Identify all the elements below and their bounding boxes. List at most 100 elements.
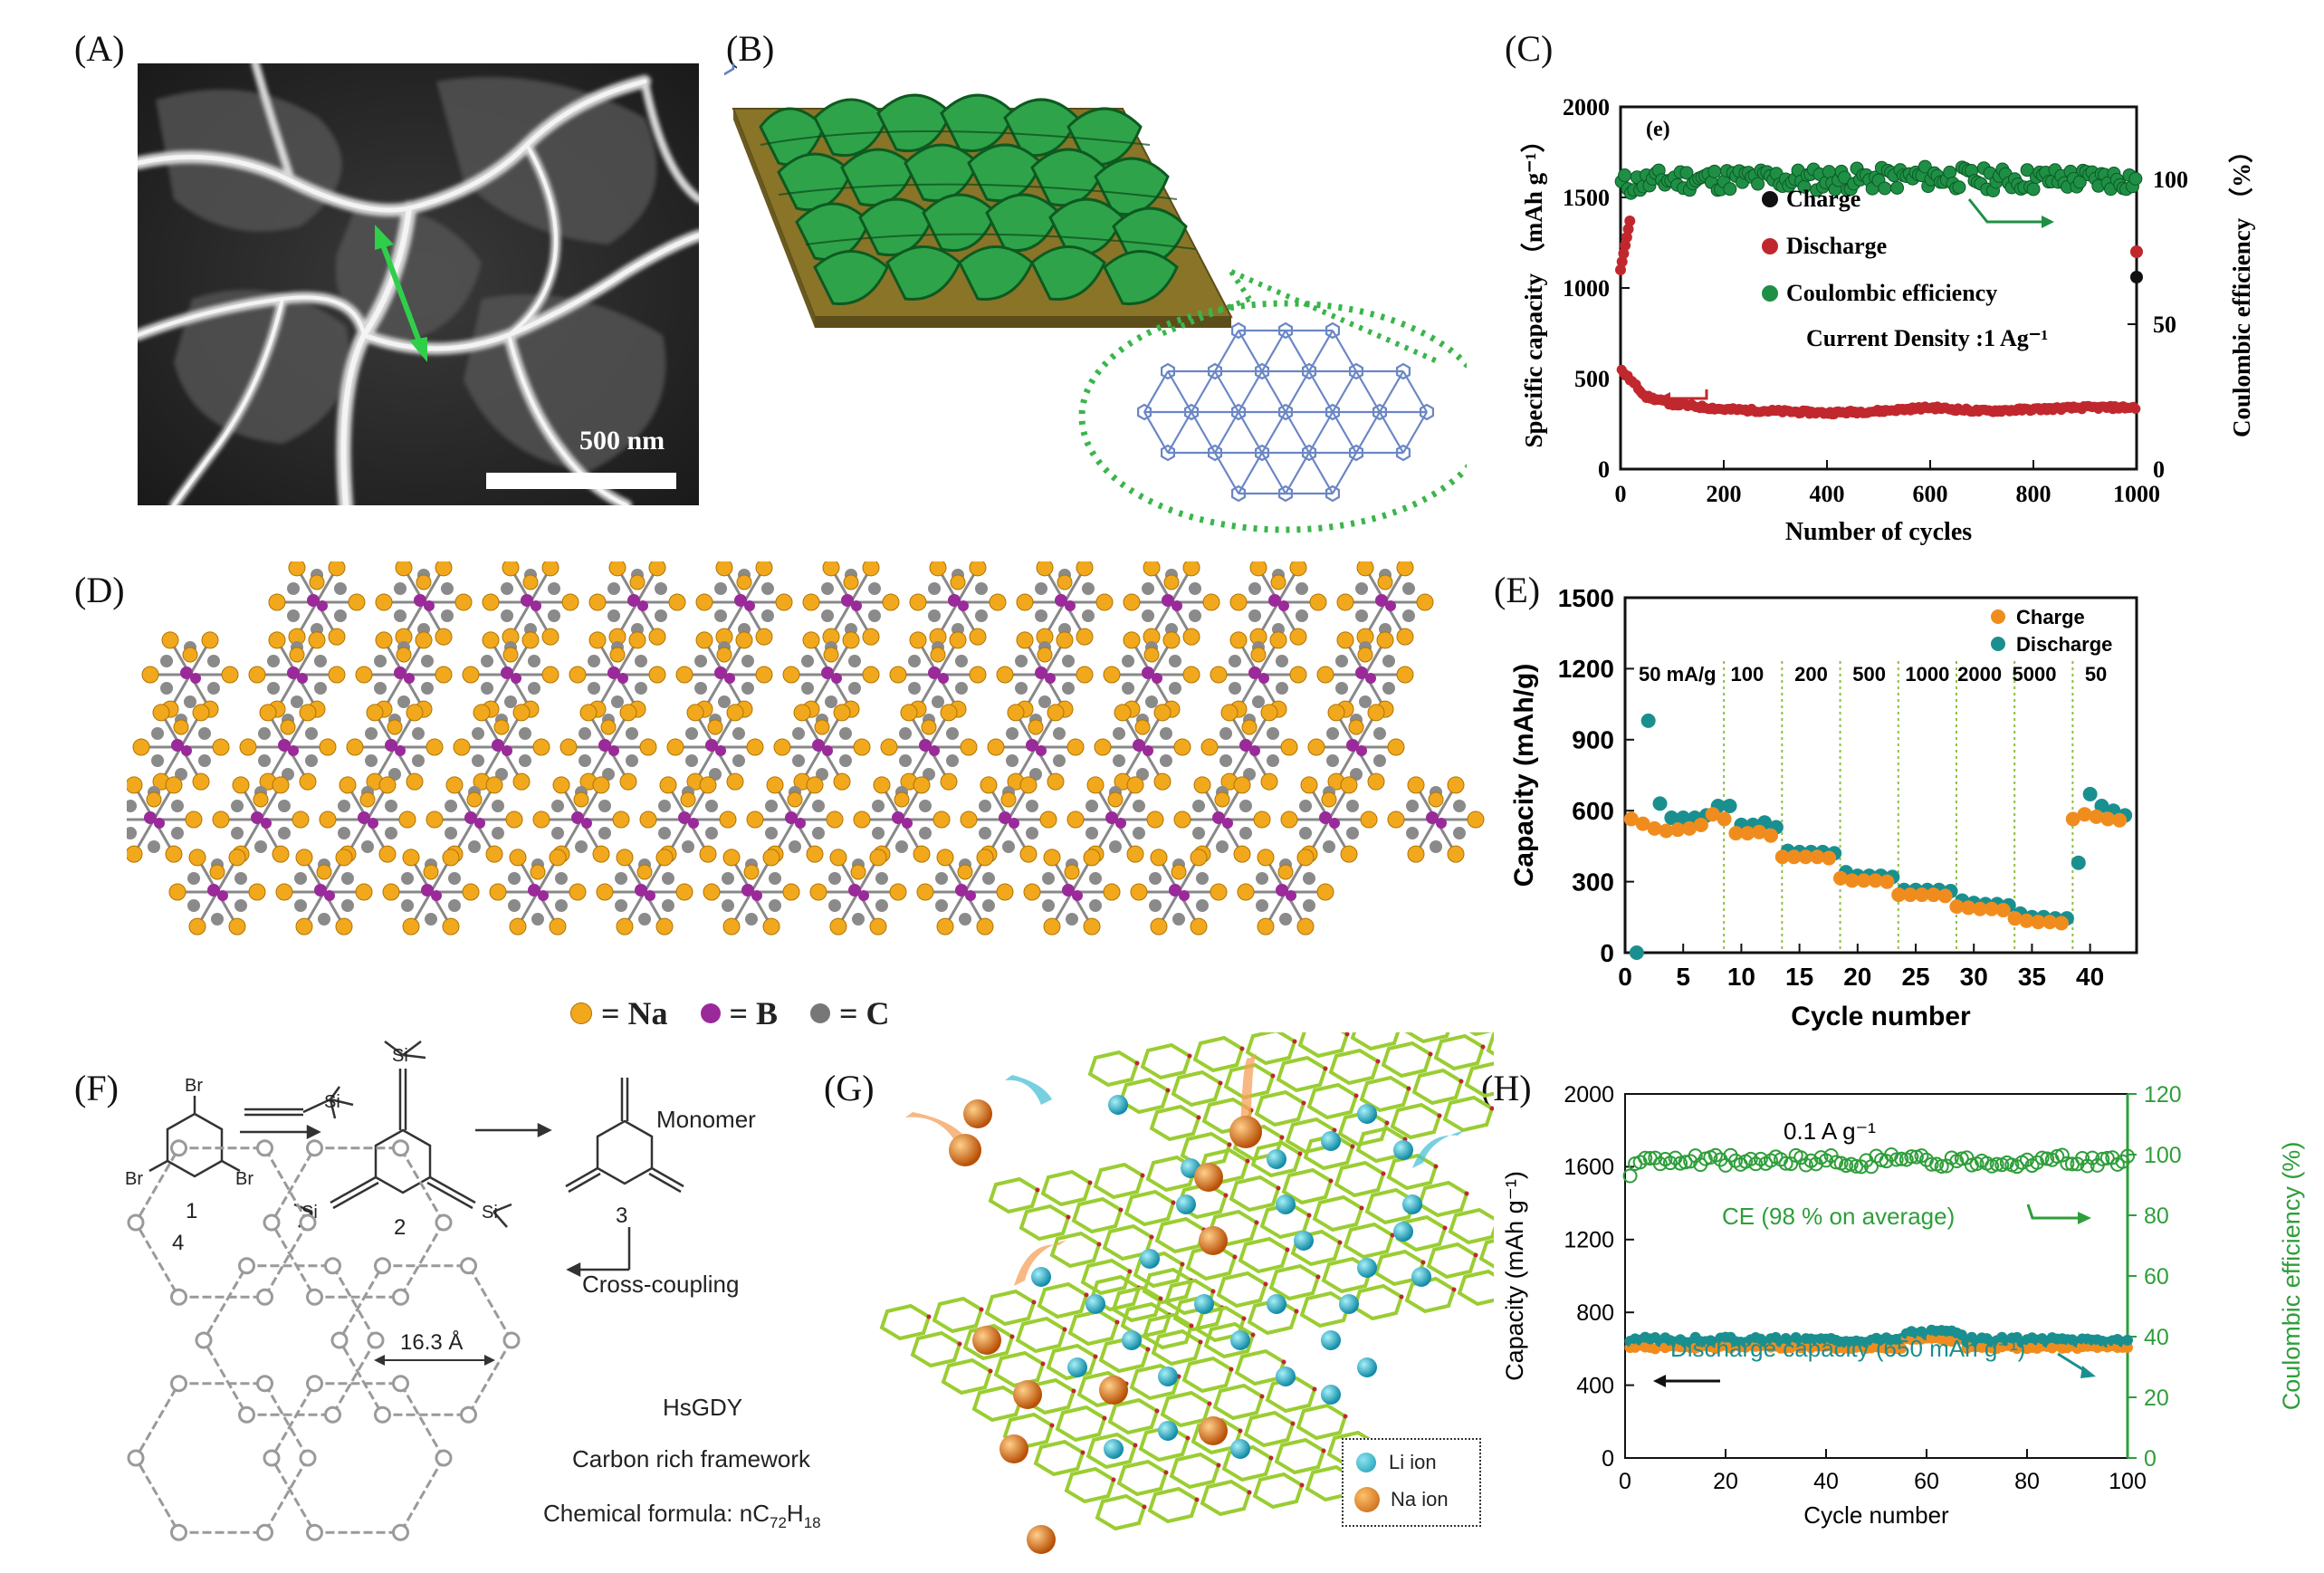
na-atom bbox=[387, 719, 403, 735]
na-atom bbox=[1036, 559, 1054, 577]
atom-node bbox=[1428, 1051, 1433, 1057]
charge-point bbox=[2112, 812, 2128, 828]
c-atom bbox=[491, 827, 504, 839]
atom-legend: = Na = B = C bbox=[570, 994, 890, 1032]
y-tick-label: 300 bbox=[1572, 868, 1614, 896]
na-atom bbox=[675, 883, 693, 901]
na-atom bbox=[1126, 845, 1144, 863]
c-atom bbox=[1159, 727, 1172, 740]
y-tick-label: 800 bbox=[1576, 1300, 1614, 1326]
na-atom bbox=[629, 574, 646, 590]
na-atom bbox=[221, 666, 239, 684]
na-ion bbox=[999, 1434, 1028, 1463]
diyne-link bbox=[1332, 452, 1357, 494]
atom-node bbox=[1245, 1158, 1250, 1164]
na-atom bbox=[826, 810, 844, 829]
atom-node bbox=[1299, 1482, 1305, 1488]
na-atom bbox=[552, 776, 570, 794]
c-atom bbox=[1229, 682, 1242, 695]
carborane-cluster bbox=[532, 776, 630, 863]
hex-cell bbox=[1046, 1343, 1098, 1381]
chart-e: 0 5 10 15 20 25 30 35 40 0 300 600 900 1200 1500 Cycle … bbox=[1498, 571, 2324, 1041]
b-atom bbox=[1239, 739, 1252, 752]
benzene-ring bbox=[1254, 444, 1270, 462]
c-atom bbox=[333, 582, 347, 595]
na-atom bbox=[1076, 666, 1094, 684]
c-atom bbox=[1159, 754, 1172, 767]
b-atom bbox=[1365, 673, 1376, 684]
carborane-cluster bbox=[319, 776, 416, 863]
c-atom bbox=[518, 754, 531, 767]
c-atom bbox=[551, 800, 565, 812]
atom-node bbox=[1187, 1053, 1192, 1059]
hex-cell bbox=[1118, 1077, 1171, 1115]
x-tick-label: 600 bbox=[1913, 481, 1948, 507]
b-atom bbox=[724, 673, 735, 684]
y2-axis-title: Coulombic efficiency (%) bbox=[2278, 1142, 2305, 1411]
na-atom bbox=[1057, 574, 1073, 590]
c-atom bbox=[472, 754, 485, 767]
b-atom bbox=[858, 890, 869, 901]
na-atom bbox=[426, 810, 444, 829]
c-atom bbox=[1168, 682, 1181, 695]
carborane-cluster bbox=[141, 631, 239, 718]
carborane-cluster bbox=[1123, 559, 1220, 646]
na-atom bbox=[1367, 704, 1385, 722]
carborane-cluster bbox=[1173, 776, 1271, 863]
na-atom bbox=[782, 666, 800, 684]
legend-label: Coulombic efficiency bbox=[1786, 280, 1997, 306]
formula-label: Chemical formula: nC72H18 bbox=[543, 1500, 821, 1531]
atom-node bbox=[1399, 1294, 1404, 1300]
na-atom bbox=[462, 883, 480, 901]
na-atom bbox=[735, 631, 753, 649]
b-atom bbox=[180, 667, 193, 679]
atom-node bbox=[1096, 1242, 1102, 1247]
atom-node bbox=[1480, 1044, 1486, 1050]
na-atom bbox=[541, 628, 559, 646]
c-atom bbox=[1085, 800, 1099, 812]
atom-node bbox=[1254, 1220, 1259, 1225]
hex-cell bbox=[1107, 1397, 1160, 1435]
discharge-point bbox=[1652, 796, 1668, 811]
na-atom bbox=[482, 631, 500, 649]
c-atom bbox=[211, 913, 224, 926]
c-atom bbox=[1149, 899, 1162, 912]
atom-node bbox=[1279, 1135, 1285, 1140]
na-atom bbox=[987, 738, 1005, 756]
c-atom bbox=[741, 682, 754, 695]
ion-legend: Li ion Na ion bbox=[1342, 1438, 1481, 1527]
discharge-point bbox=[1621, 232, 1632, 243]
legend-na-ion: Na ion bbox=[1391, 1488, 1449, 1511]
hex-cell bbox=[1002, 1412, 1055, 1450]
ce-arrow-head bbox=[2042, 216, 2054, 228]
li-ion bbox=[1108, 1095, 1128, 1115]
atom-node bbox=[1384, 1120, 1390, 1126]
b-atom bbox=[521, 594, 533, 607]
benzene-node bbox=[324, 1405, 341, 1424]
c-atom bbox=[654, 582, 667, 595]
na-atom bbox=[842, 631, 860, 649]
na-atom bbox=[930, 647, 946, 663]
charge-point bbox=[1891, 887, 1907, 903]
y2-axis-title: Coulombic efficiency （%） bbox=[2228, 139, 2255, 437]
b-atom bbox=[1385, 600, 1396, 611]
na-atom bbox=[960, 738, 978, 756]
na-atom bbox=[473, 704, 491, 722]
na-atom bbox=[699, 845, 717, 863]
na-atom bbox=[1150, 917, 1168, 935]
y-tick-label: 0 bbox=[1598, 456, 1610, 483]
c-atom bbox=[981, 899, 995, 912]
benzene-ring bbox=[1277, 484, 1294, 503]
na-atom bbox=[541, 559, 559, 577]
na-atom bbox=[396, 647, 412, 663]
c-atom bbox=[1081, 609, 1095, 622]
atom-node bbox=[1323, 1066, 1328, 1071]
diyne-link bbox=[1238, 370, 1263, 413]
na-atom bbox=[395, 559, 413, 577]
crystal-structure: = Na = B = C bbox=[105, 559, 1485, 1032]
br-left: Br bbox=[125, 1169, 143, 1189]
na-atom bbox=[592, 845, 610, 863]
c-atom bbox=[682, 840, 694, 853]
hex-cell bbox=[1180, 1131, 1232, 1169]
c-atom bbox=[908, 655, 922, 667]
